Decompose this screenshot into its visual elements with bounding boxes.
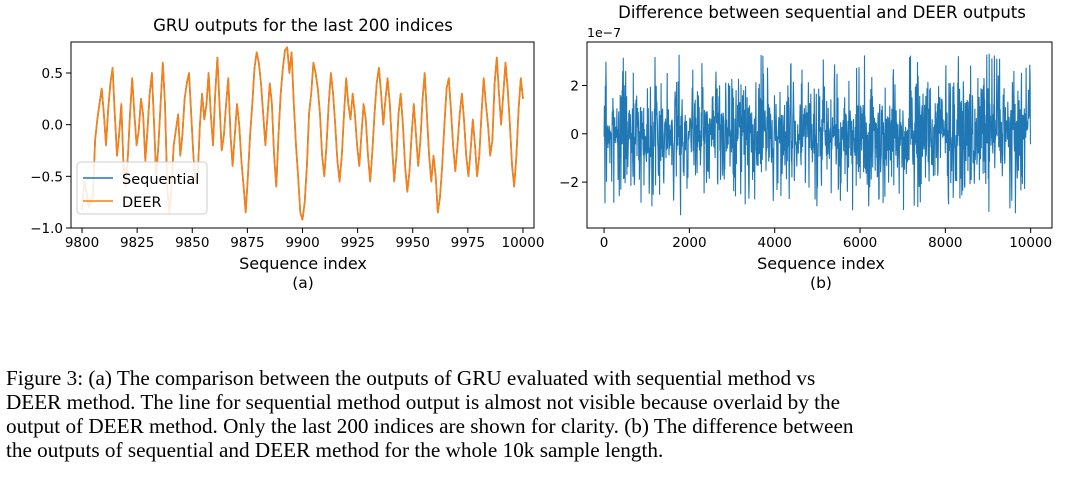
figure: GRU outputs for the last 200 indices 980… bbox=[30, 3, 1053, 292]
x-tick-label: 10000 bbox=[501, 235, 544, 251]
x-tick-label: 9975 bbox=[451, 235, 485, 251]
chart-a-x-ticks: 9800 9825 9850 9875 9900 9925 9950 9975 10000 bbox=[65, 228, 544, 251]
chart-b-series bbox=[603, 53, 1032, 216]
caption-line: the outputs of sequential and DEER metho… bbox=[6, 438, 664, 462]
chart-a-xlabel: Sequence index bbox=[239, 254, 367, 273]
chart-b-plot-area bbox=[586, 41, 1053, 229]
chart-b-y-ticks: 2 0 −2 bbox=[559, 78, 587, 191]
x-tick-label: 4000 bbox=[758, 235, 792, 251]
y-tick-label: 0.5 bbox=[42, 66, 63, 82]
difference-series-line bbox=[603, 53, 1032, 216]
x-tick-label: 9950 bbox=[396, 235, 430, 251]
caption-line: DEER method. The line for sequential met… bbox=[6, 390, 840, 414]
x-tick-label: 6000 bbox=[843, 235, 877, 251]
chart-b-offset-text: 1e−7 bbox=[587, 25, 621, 40]
x-tick-label: 9925 bbox=[340, 235, 374, 251]
chart-b-x-ticks: 0 2000 4000 6000 8000 10000 bbox=[600, 228, 1052, 251]
caption-line: output of DEER method. Only the last 200… bbox=[6, 414, 854, 438]
chart-a-series bbox=[81, 46, 524, 221]
x-tick-label: 9850 bbox=[175, 235, 209, 251]
legend-sequential-label: Sequential bbox=[122, 172, 199, 188]
panel-a: GRU outputs for the last 200 indices 980… bbox=[30, 16, 544, 292]
x-tick-label: 8000 bbox=[928, 235, 962, 251]
series-line-deer bbox=[81, 46, 524, 221]
chart-a-title: GRU outputs for the last 200 indices bbox=[153, 16, 453, 35]
y-tick-label: 2 bbox=[570, 78, 579, 94]
y-tick-label: −2 bbox=[559, 175, 579, 191]
caption-line: Figure 3: (a) The comparison between the… bbox=[6, 366, 816, 390]
x-tick-label: 9800 bbox=[65, 235, 99, 251]
chart-b-sublabel: (b) bbox=[810, 274, 832, 292]
y-tick-label: 0 bbox=[570, 127, 579, 143]
x-tick-label: 2000 bbox=[672, 235, 706, 251]
legend-deer-label: DEER bbox=[122, 195, 162, 211]
x-tick-label: 9825 bbox=[120, 235, 154, 251]
x-tick-label: 9875 bbox=[230, 235, 264, 251]
x-tick-label: 10000 bbox=[1009, 235, 1052, 251]
x-tick-label: 0 bbox=[600, 235, 609, 251]
x-tick-label: 9900 bbox=[285, 235, 319, 251]
chart-b-xlabel: Sequence index bbox=[757, 254, 885, 273]
chart-b-title: Difference between sequential and DEER o… bbox=[618, 3, 1026, 22]
figure-caption: Figure 3: (a) The comparison between the… bbox=[6, 366, 1076, 462]
panel-b: Difference between sequential and DEER o… bbox=[559, 3, 1053, 292]
chart-a-y-ticks: 0.5 0.0 −0.5 −1.0 bbox=[30, 66, 71, 237]
y-tick-label: −0.5 bbox=[30, 169, 63, 185]
chart-a-legend: Sequential DEER bbox=[76, 161, 208, 215]
chart-a-sublabel: (a) bbox=[292, 274, 314, 292]
y-tick-label: −1.0 bbox=[30, 221, 63, 237]
y-tick-label: 0.0 bbox=[42, 118, 63, 134]
